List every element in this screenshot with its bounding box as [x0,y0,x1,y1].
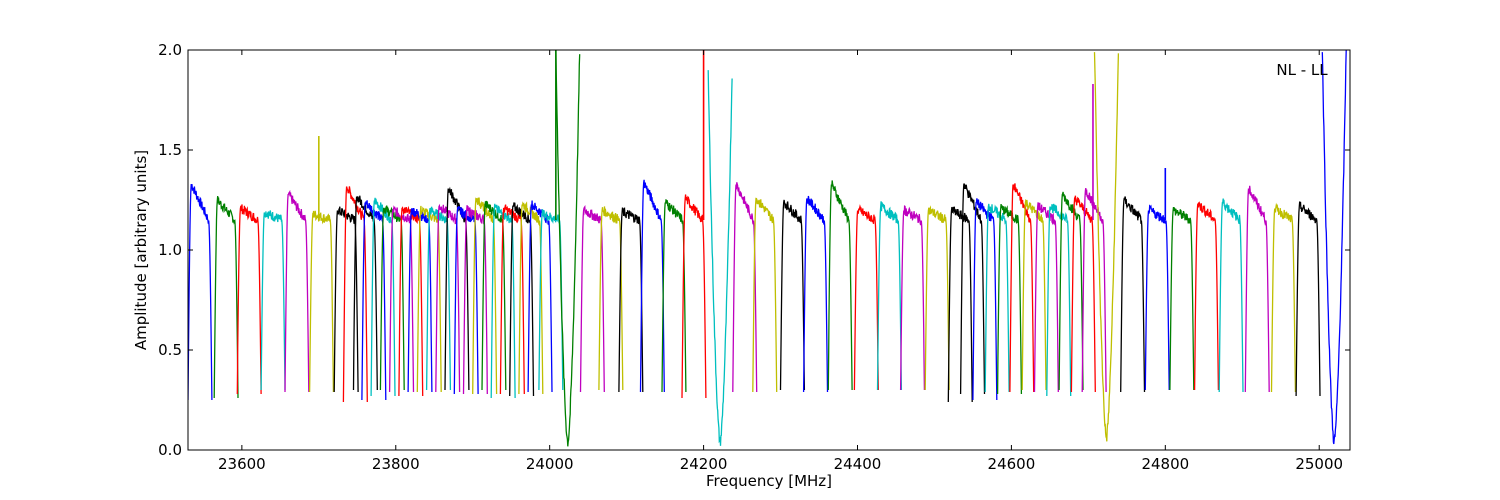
band-line [398,205,424,397]
band-line [342,186,368,403]
band-line [876,201,903,391]
band-line [579,204,605,393]
band-line [213,195,239,399]
band-line [1081,187,1107,393]
band-line [1270,202,1297,393]
band-line [188,183,213,401]
band-line [1169,207,1195,391]
y-axis: 0.0 0.5 1.0 1.5 2.0 [158,41,1350,459]
band-line [661,199,687,393]
band-line [681,194,707,399]
band-line [1144,204,1170,391]
band-line [284,189,310,393]
y-tick-label: 1.0 [158,241,182,259]
band-line [1009,183,1035,393]
band-line [959,183,986,395]
band-line [1218,198,1244,393]
band-line [308,210,335,393]
band-line [853,204,879,391]
band-line [899,205,926,391]
band-line [827,180,853,391]
x-tick-label: 25000 [1295,455,1343,473]
band-line [1193,201,1220,391]
band-line [555,50,581,447]
band-line [236,204,262,395]
band-line [707,70,733,446]
x-tick-label: 24800 [1141,455,1189,473]
chart-annotation: NL - LL [1276,61,1328,79]
x-axis-label: Frequency [MHz] [706,472,832,490]
y-tick-label: 0.0 [158,441,182,459]
band-line [1058,191,1084,391]
band-line [370,197,396,397]
band-line [1093,52,1120,442]
x-tick-label: 24400 [834,455,882,473]
band-line [1033,202,1059,393]
band-line [1046,203,1072,397]
band-line [1244,185,1270,393]
band-line [972,198,998,401]
band-line [802,195,829,393]
x-tick-label: 24200 [680,455,728,473]
y-tick-label: 1.5 [158,141,182,159]
x-tick-label: 23800 [372,455,420,473]
x-tick-label: 24000 [526,455,574,473]
band-line [924,205,950,391]
series-layer [188,50,1347,447]
band-line [639,179,665,393]
band-line [732,182,758,393]
band-line [260,210,286,391]
y-tick-label: 2.0 [158,41,182,59]
x-tick-label: 24600 [988,455,1036,473]
band-line [947,206,973,403]
band-line [752,197,778,393]
band-line [996,204,1023,395]
band-line [1120,196,1146,393]
band-line [779,199,806,391]
band-line [984,203,1010,393]
band-line [598,206,624,391]
band-line [618,207,644,393]
x-axis: 23600 23800 24000 24200 24400 24600 24800 25000 [218,50,1343,473]
y-tick-label: 0.5 [158,341,182,359]
band-line [1021,198,1047,391]
band-line [1295,201,1321,397]
y-axis-label: Amplitude [arbitrary units] [132,150,150,350]
band-line [1321,50,1347,445]
band-line [527,200,553,393]
band-line [1070,195,1096,393]
x-tick-label: 23600 [218,455,266,473]
